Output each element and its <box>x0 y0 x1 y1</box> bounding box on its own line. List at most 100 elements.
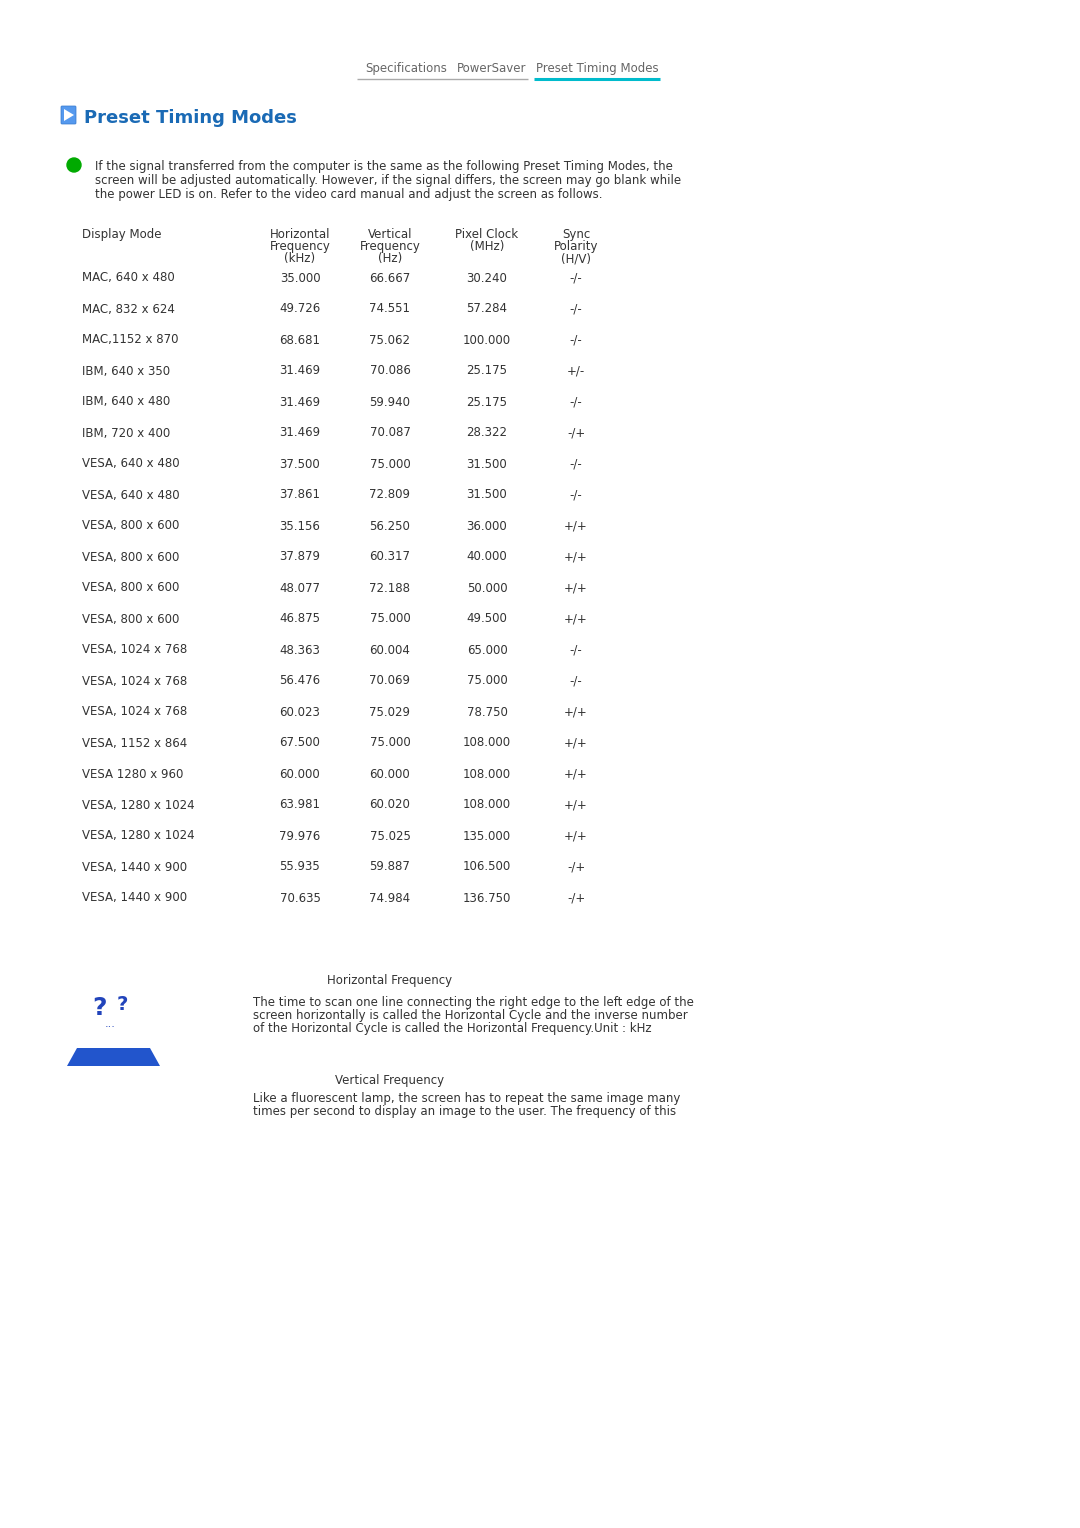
Text: ?: ? <box>93 996 107 1021</box>
Text: VESA, 800 x 600: VESA, 800 x 600 <box>82 520 179 532</box>
Text: ?: ? <box>117 995 127 1013</box>
Text: 50.000: 50.000 <box>467 582 508 594</box>
Text: VESA, 1024 x 768: VESA, 1024 x 768 <box>82 643 187 657</box>
Text: Vertical Frequency: Vertical Frequency <box>336 1074 445 1086</box>
Text: 75.029: 75.029 <box>369 706 410 718</box>
Text: 66.667: 66.667 <box>369 272 410 284</box>
Text: +/+: +/+ <box>564 520 588 532</box>
Text: times per second to display an image to the user. The frequency of this: times per second to display an image to … <box>253 1105 676 1118</box>
Text: +/+: +/+ <box>564 706 588 718</box>
Text: 28.322: 28.322 <box>467 426 508 440</box>
Text: 60.000: 60.000 <box>280 767 321 781</box>
Circle shape <box>67 157 81 173</box>
Polygon shape <box>64 108 75 121</box>
Text: The time to scan one line connecting the right edge to the left edge of the: The time to scan one line connecting the… <box>253 996 693 1008</box>
Text: Like a fluorescent lamp, the screen has to repeat the same image many: Like a fluorescent lamp, the screen has … <box>253 1093 680 1105</box>
Text: Specifications: Specifications <box>365 63 447 75</box>
Text: IBM, 640 x 350: IBM, 640 x 350 <box>82 365 171 377</box>
Text: +/+: +/+ <box>564 830 588 842</box>
Text: 74.984: 74.984 <box>369 891 410 905</box>
Text: VESA, 1440 x 900: VESA, 1440 x 900 <box>82 891 187 905</box>
Text: 48.077: 48.077 <box>280 582 321 594</box>
Text: 75.000: 75.000 <box>369 736 410 750</box>
Text: 36.000: 36.000 <box>467 520 508 532</box>
Text: Sync: Sync <box>562 228 590 241</box>
Text: Pixel Clock: Pixel Clock <box>456 228 518 241</box>
Text: -/-: -/- <box>569 643 582 657</box>
Text: -/-: -/- <box>569 303 582 315</box>
Text: 40.000: 40.000 <box>467 550 508 564</box>
Text: 100.000: 100.000 <box>463 333 511 347</box>
Text: 70.087: 70.087 <box>369 426 410 440</box>
Text: 25.175: 25.175 <box>467 396 508 408</box>
Text: MAC, 832 x 624: MAC, 832 x 624 <box>82 303 175 315</box>
Text: Horizontal: Horizontal <box>270 228 330 241</box>
Text: 46.875: 46.875 <box>280 613 321 625</box>
Text: 70.069: 70.069 <box>369 674 410 688</box>
Text: (H/V): (H/V) <box>561 252 591 264</box>
Text: 60.000: 60.000 <box>369 767 410 781</box>
Text: 72.188: 72.188 <box>369 582 410 594</box>
Text: -/-: -/- <box>569 272 582 284</box>
Text: -/+: -/+ <box>567 426 585 440</box>
Text: IBM, 640 x 480: IBM, 640 x 480 <box>82 396 171 408</box>
Text: (kHz): (kHz) <box>284 252 315 264</box>
Text: -/-: -/- <box>569 396 582 408</box>
Text: Preset Timing Modes: Preset Timing Modes <box>536 63 659 75</box>
Text: 35.000: 35.000 <box>280 272 321 284</box>
Text: 31.500: 31.500 <box>467 457 508 471</box>
Text: 106.500: 106.500 <box>463 860 511 874</box>
Text: 67.500: 67.500 <box>280 736 321 750</box>
Text: 49.500: 49.500 <box>467 613 508 625</box>
Text: 59.887: 59.887 <box>369 860 410 874</box>
Text: VESA, 640 x 480: VESA, 640 x 480 <box>82 457 179 471</box>
Text: 60.020: 60.020 <box>369 799 410 811</box>
Text: the power LED is on. Refer to the video card manual and adjust the screen as fol: the power LED is on. Refer to the video … <box>95 188 603 202</box>
Text: 31.469: 31.469 <box>280 365 321 377</box>
Text: Preset Timing Modes: Preset Timing Modes <box>84 108 297 127</box>
Text: Polarity: Polarity <box>554 240 598 254</box>
Text: VESA 1280 x 960: VESA 1280 x 960 <box>82 767 184 781</box>
Text: D: D <box>71 160 77 170</box>
Text: 108.000: 108.000 <box>463 799 511 811</box>
Text: VESA, 800 x 600: VESA, 800 x 600 <box>82 582 179 594</box>
Text: 31.500: 31.500 <box>467 489 508 501</box>
Text: 35.156: 35.156 <box>280 520 321 532</box>
Text: PowerSaver: PowerSaver <box>457 63 527 75</box>
Text: MAC, 640 x 480: MAC, 640 x 480 <box>82 272 175 284</box>
Text: 108.000: 108.000 <box>463 736 511 750</box>
Text: 75.062: 75.062 <box>369 333 410 347</box>
Text: (Hz): (Hz) <box>378 252 402 264</box>
Text: 108.000: 108.000 <box>463 767 511 781</box>
Text: 75.000: 75.000 <box>369 613 410 625</box>
FancyBboxPatch shape <box>60 105 76 124</box>
Text: VESA, 800 x 600: VESA, 800 x 600 <box>82 550 179 564</box>
Text: +/+: +/+ <box>564 799 588 811</box>
Text: Horizontal Frequency: Horizontal Frequency <box>327 973 453 987</box>
Text: -/+: -/+ <box>567 860 585 874</box>
Text: -/-: -/- <box>569 489 582 501</box>
Text: 75.025: 75.025 <box>369 830 410 842</box>
Text: VESA, 1152 x 864: VESA, 1152 x 864 <box>82 736 187 750</box>
Text: screen will be adjusted automatically. However, if the signal differs, the scree: screen will be adjusted automatically. H… <box>95 174 681 186</box>
Text: of the Horizontal Cycle is called the Horizontal Frequency.Unit : kHz: of the Horizontal Cycle is called the Ho… <box>253 1022 651 1034</box>
Text: 48.363: 48.363 <box>280 643 321 657</box>
Polygon shape <box>67 1048 160 1067</box>
Text: VESA, 1440 x 900: VESA, 1440 x 900 <box>82 860 187 874</box>
Text: 57.284: 57.284 <box>467 303 508 315</box>
Text: 75.000: 75.000 <box>467 674 508 688</box>
Text: 79.976: 79.976 <box>280 830 321 842</box>
Text: 55.935: 55.935 <box>280 860 321 874</box>
Text: ...: ... <box>105 1019 116 1028</box>
Text: 60.004: 60.004 <box>369 643 410 657</box>
Text: 56.476: 56.476 <box>280 674 321 688</box>
Text: 59.940: 59.940 <box>369 396 410 408</box>
Text: -/+: -/+ <box>567 891 585 905</box>
Text: Frequency: Frequency <box>270 240 330 254</box>
Text: If the signal transferred from the computer is the same as the following Preset : If the signal transferred from the compu… <box>95 160 673 173</box>
Text: 25.175: 25.175 <box>467 365 508 377</box>
Text: 37.500: 37.500 <box>280 457 321 471</box>
Text: +/+: +/+ <box>564 582 588 594</box>
Text: screen horizontally is called the Horizontal Cycle and the inverse number: screen horizontally is called the Horizo… <box>253 1008 688 1022</box>
Text: 37.861: 37.861 <box>280 489 321 501</box>
